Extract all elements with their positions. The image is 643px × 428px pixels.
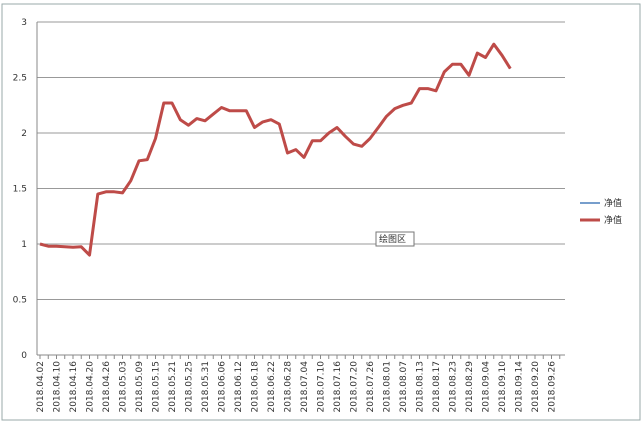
x-tick-label: 2018.06.28 <box>284 361 294 413</box>
legend-label: 净值 <box>604 197 622 209</box>
x-tick-label: 2018.09.10 <box>498 361 508 413</box>
x-tick-label: 2018.08.17 <box>432 361 442 413</box>
x-tick-label: 2018.08.23 <box>449 361 459 413</box>
legend-label: 净值 <box>604 214 622 226</box>
x-tick-label: 2018.04.26 <box>102 361 112 413</box>
x-tick-label: 2018.09.26 <box>548 361 558 413</box>
y-tick-label: 0 <box>21 351 27 361</box>
x-tick-label: 2018.07.16 <box>333 361 343 413</box>
chart-area <box>1 3 641 421</box>
tooltip: 绘图区 <box>379 233 406 245</box>
x-tick-label: 2018.04.20 <box>86 361 96 413</box>
x-tick-label: 2018.06.22 <box>267 361 277 413</box>
y-tick-label: 0.5 <box>13 296 27 306</box>
x-tick-label: 2018.09.04 <box>482 361 492 413</box>
x-tick-label: 2018.05.09 <box>135 361 145 413</box>
x-tick-label: 2018.05.31 <box>201 361 211 413</box>
tooltip-box <box>375 231 415 247</box>
x-tick-label: 2018.08.07 <box>399 361 409 413</box>
x-tick-label: 2018.06.18 <box>251 361 261 413</box>
x-tick-label: 2018.09.14 <box>515 361 525 413</box>
x-tick-label: 2018.07.26 <box>366 361 376 413</box>
x-tick-label: 2018.05.03 <box>119 361 129 413</box>
x-tick-label: 2018.07.04 <box>300 361 310 413</box>
x-tick-label: 2018.04.16 <box>69 361 79 413</box>
x-tick-label: 2018.07.20 <box>350 361 360 413</box>
series-line <box>39 42 512 257</box>
x-tick-label: 2018.05.25 <box>185 361 195 413</box>
x-tick-label: 2018.08.01 <box>383 361 393 413</box>
x-tick-label: 2018.08.13 <box>416 361 426 413</box>
y-tick-label: 3 <box>21 18 27 28</box>
x-tick-label: 2018.06.06 <box>218 361 228 413</box>
x-tick-label: 2018.05.15 <box>152 361 162 413</box>
x-tick-label: 2018.04.02 <box>36 361 46 413</box>
x-tick-label: 2018.05.21 <box>168 361 178 413</box>
y-tick-label: 2 <box>21 129 27 139</box>
x-tick-label: 2018.09.20 <box>531 361 541 413</box>
x-tick-label: 2018.08.29 <box>465 361 475 413</box>
y-tick-label: 1.5 <box>13 185 27 195</box>
y-tick-label: 1 <box>21 240 27 250</box>
x-tick-label: 2018.04.10 <box>53 361 63 413</box>
x-tick-label: 2018.07.10 <box>317 361 327 413</box>
x-tick-label: 2018.06.12 <box>234 361 244 413</box>
y-tick-label: 2.5 <box>13 74 27 84</box>
